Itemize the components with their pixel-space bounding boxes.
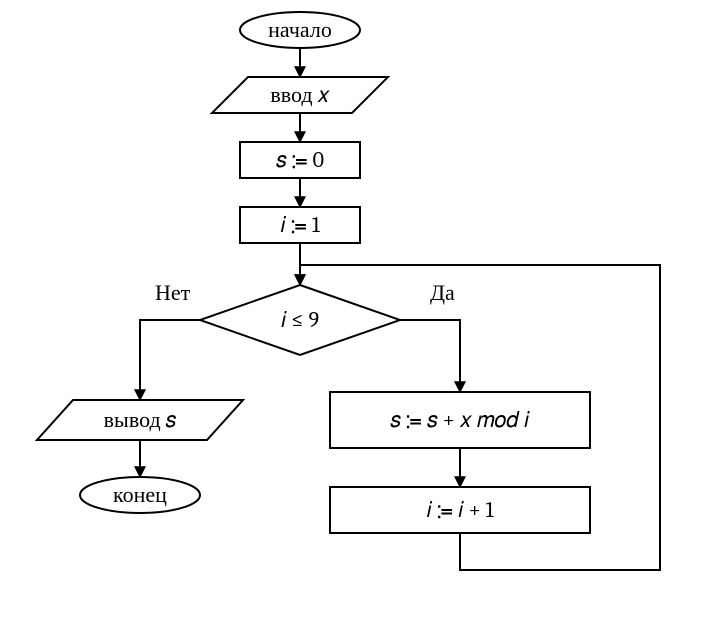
text-start: начало <box>268 17 332 43</box>
flowchart: начало ввод 𝑥 𝑠 ≔ 0 𝑖 ≔ 1 𝑖 ≤ 9 Да Нет 𝑠 ≔ 𝑠 + … <box>0 0 726 618</box>
node-i1: 𝑖 ≔ 1 <box>240 207 360 243</box>
node-s0: 𝑠 ≔ 0 <box>240 142 360 178</box>
text-cond: 𝑖 ≤ 9 <box>281 307 319 333</box>
text-body2: 𝑖 ≔ 𝑖 + 1 <box>426 497 494 523</box>
node-out_s: вывод 𝑠 <box>37 400 243 440</box>
node-end: конец <box>80 477 200 513</box>
edge-cond-out_s <box>140 320 200 400</box>
label-no_lbl: Нет <box>155 280 191 306</box>
text-s0: 𝑠 ≔ 0 <box>276 147 324 173</box>
text-end: конец <box>113 482 167 508</box>
node-start: начало <box>240 12 360 48</box>
text-i1: 𝑖 ≔ 1 <box>280 212 321 238</box>
node-body1: 𝑠 ≔ 𝑠 + 𝑥 𝑚𝑜𝑑 𝑖 <box>330 392 590 448</box>
text-body1: 𝑠 ≔ 𝑠 + 𝑥 𝑚𝑜𝑑 𝑖 <box>390 407 530 433</box>
text-input_x: ввод 𝑥 <box>270 82 330 108</box>
edge-cond-body1 <box>400 320 460 392</box>
node-cond: 𝑖 ≤ 9 <box>200 285 400 355</box>
node-body2: 𝑖 ≔ 𝑖 + 1 <box>330 487 590 533</box>
text-out_s: вывод 𝑠 <box>104 407 177 433</box>
label-yes_lbl: Да <box>430 280 455 306</box>
node-input_x: ввод 𝑥 <box>212 77 388 113</box>
